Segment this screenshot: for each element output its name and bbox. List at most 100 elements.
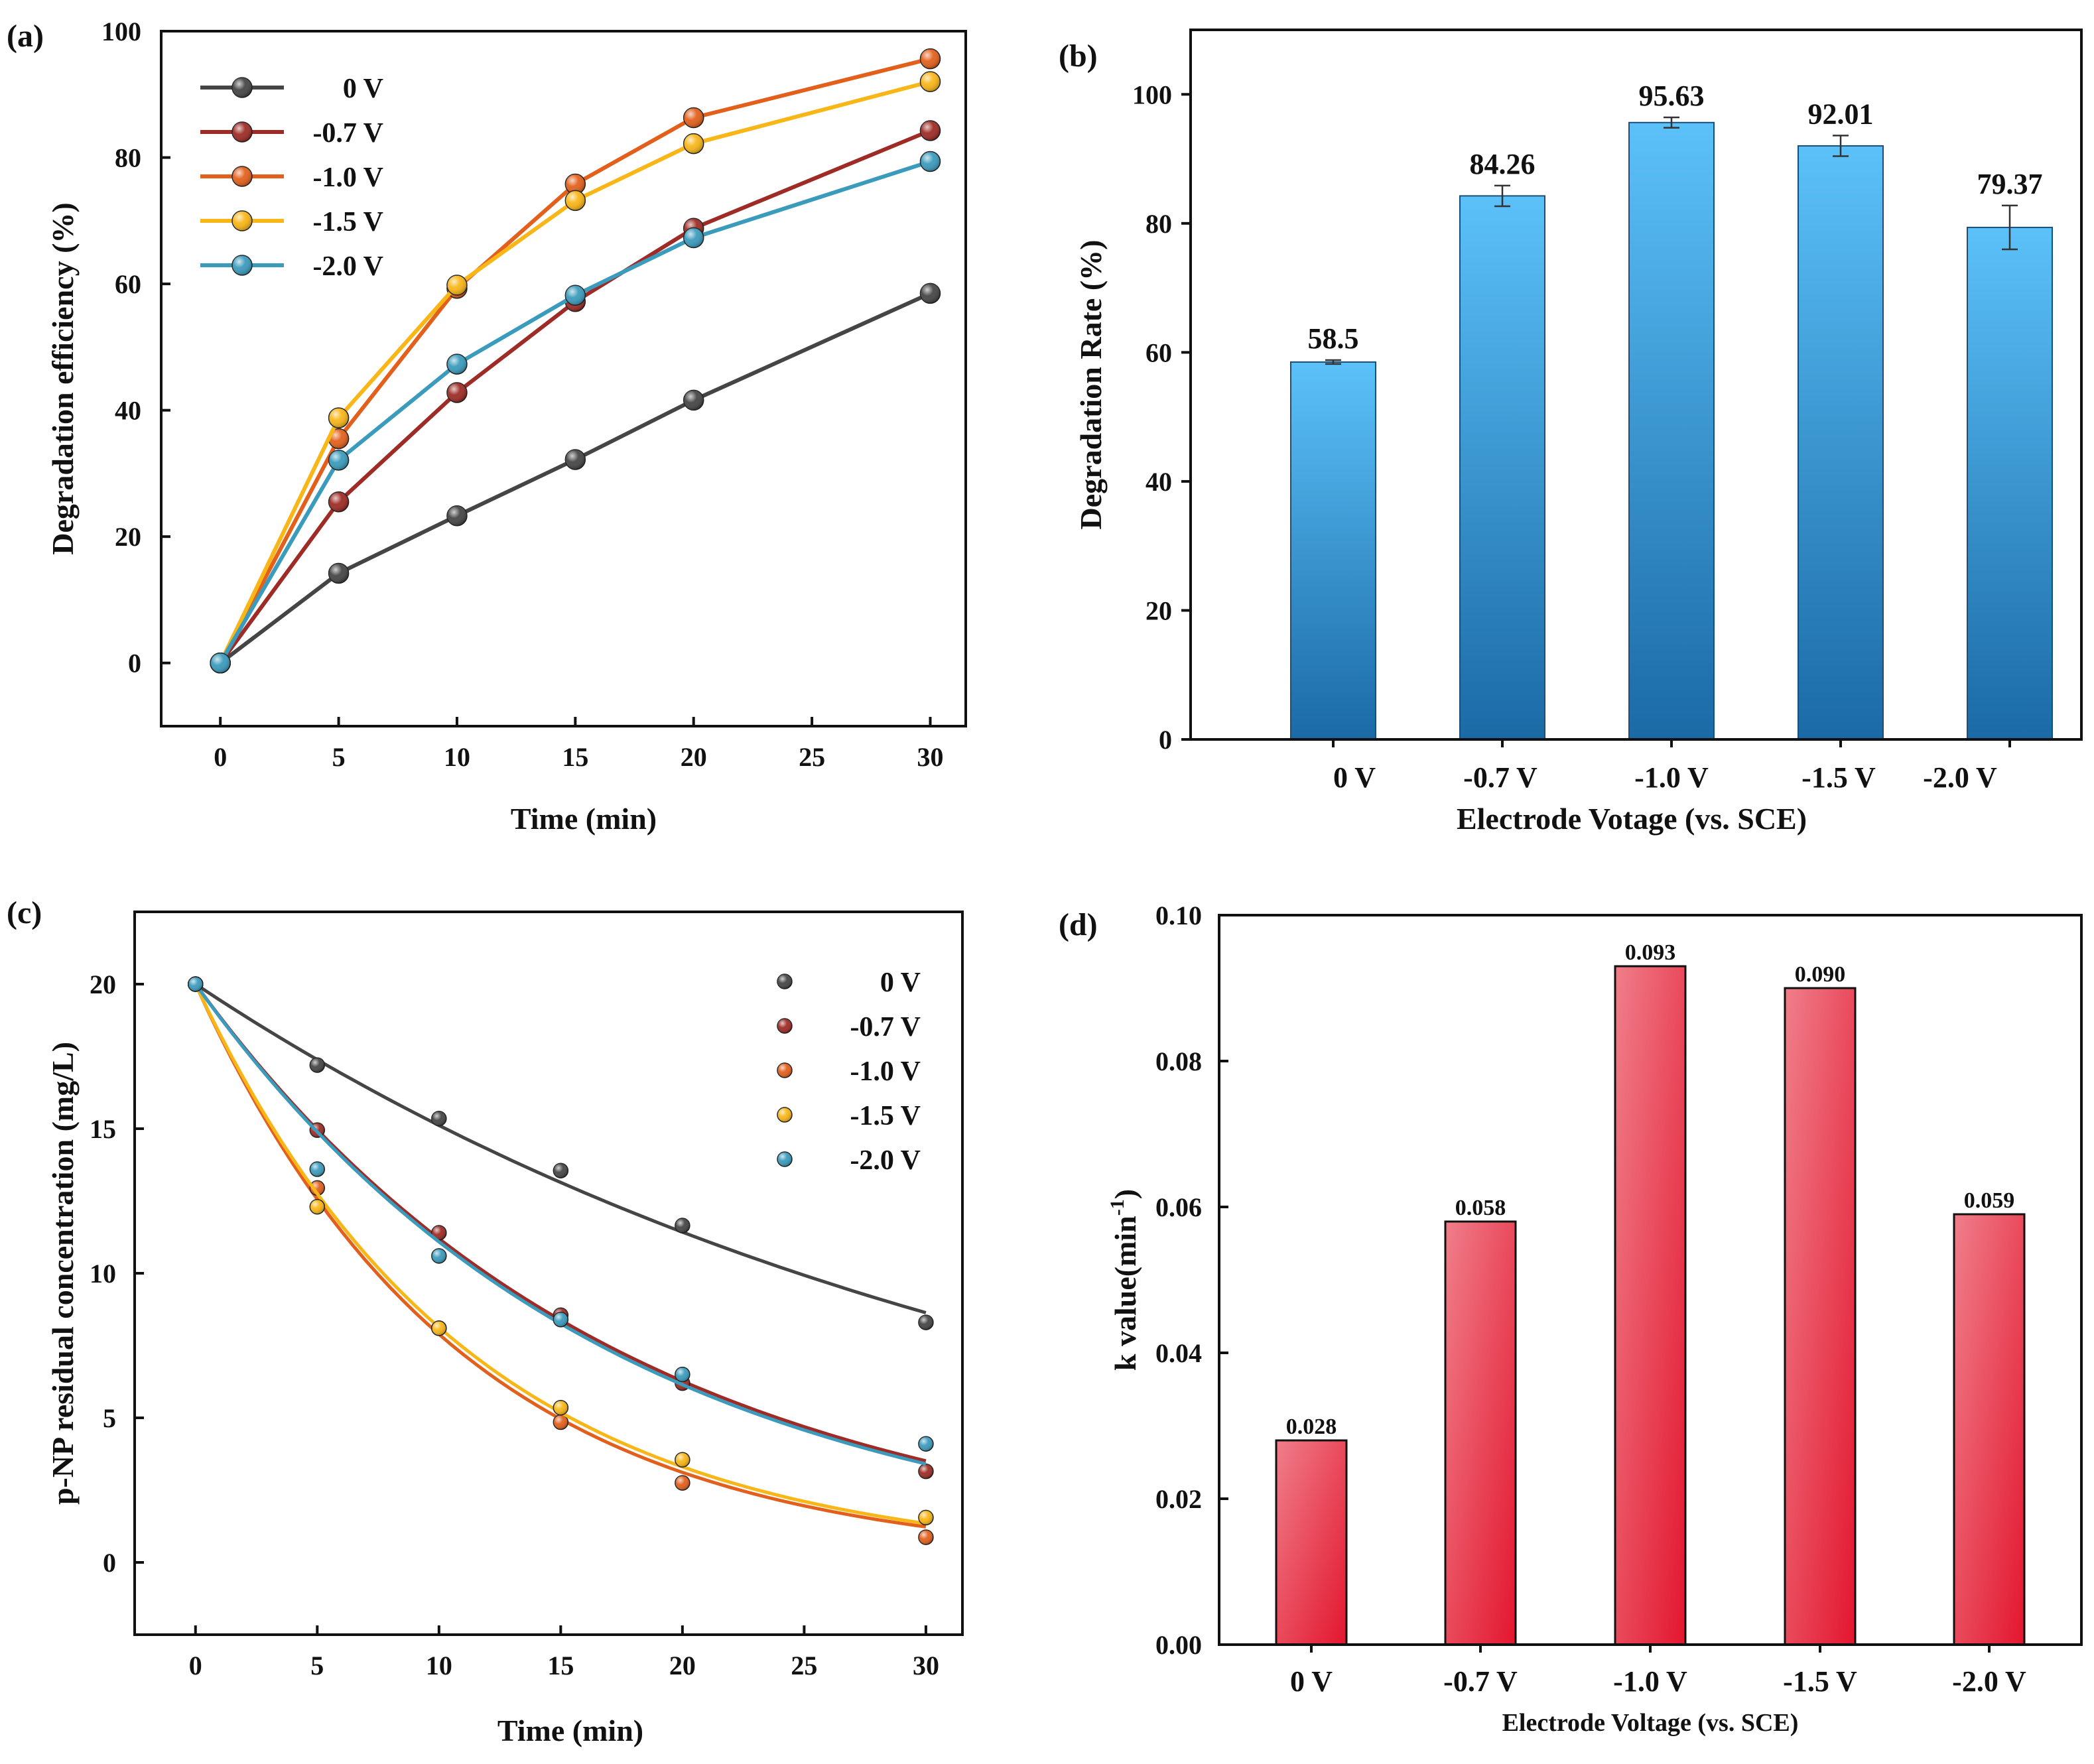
x-tick-label: -2.0 V [1923,761,1997,794]
bar [1784,987,1857,1646]
panel-a-xlabel: Time (min) [511,802,657,836]
data-point [919,48,941,70]
fit-curve [194,982,927,1314]
data-point [683,227,704,249]
panel-a-y-ticks: 0 20 40 60 80 100 [101,17,170,678]
legend-label: -2.0 V [850,1145,921,1176]
bar-value-label: 84.26 [1470,148,1536,180]
x-tick-label: 10 [426,1651,452,1680]
bar [1628,121,1715,741]
data-point [683,107,704,129]
data-point [918,1529,934,1545]
data-point [446,275,468,296]
legend-label: -0.7 V [850,1012,921,1042]
y-tick-label: 5 [103,1403,116,1433]
data-point [675,1366,690,1383]
series-line [218,159,931,664]
data-point [918,1314,934,1330]
bar--1.0 V: 0.093 [1614,940,1687,1646]
bar--0.7 V: 84.26 [1459,148,1545,740]
panel-c-x-ticks: 0 5 10 15 20 25 30 [189,1625,939,1680]
x-tick-label: 0 V [1333,761,1376,794]
data-point [431,1248,447,1264]
x-tick-label: -1.0 V [1634,761,1709,794]
panel-d-bars: 0.028 0.058 0.093 0.090 0.059 [1275,940,2026,1646]
x-tick-label: 10 [444,742,470,772]
x-tick-label: -1.0 V [1613,1665,1687,1698]
bar-value-label: 0.090 [1795,962,1846,987]
bar-value-label: 0.059 [1964,1188,2015,1213]
panel-c: (c) 0 5 10 15 20 25 30 0 5 10 15 20 0 V -0.7 V -1.0 … [7,895,964,1747]
data-point [919,71,941,92]
y-tick-label: 0.10 [1155,901,1202,930]
series-line [218,129,931,664]
y-tick-label: 20 [115,522,141,552]
x-tick-label: 20 [669,1651,696,1680]
data-point [553,1312,569,1328]
data-point [309,1057,326,1073]
panel-a-series [210,48,941,674]
x-tick-label: 30 [913,1651,939,1680]
panel-b-x-ticks: 0 V -0.7 V -1.0 V -1.5 V -2.0 V [1332,739,2011,794]
legend-label: -1.5 V [850,1101,921,1131]
bar-value-label: 95.63 [1639,80,1705,112]
bar [1459,195,1545,740]
panel-c-series [188,976,934,1545]
x-tick-label: -0.7 V [1443,1665,1518,1698]
x-tick-label: 20 [681,742,707,772]
bar [1953,1213,2026,1646]
data-point [328,450,350,471]
fit-curve [194,983,927,1529]
data-point [328,407,350,428]
series--2.0 V [210,151,941,674]
legend-label: -2.0 V [312,251,383,282]
legend-item: -1.0 V [777,1056,921,1087]
x-tick-label: 30 [917,742,943,772]
y-tick-label: 0.00 [1155,1630,1202,1660]
y-tick-label: 15 [90,1114,116,1144]
legend-marker [231,210,253,231]
panel-d-y-ticks: 0.00 0.02 0.04 0.06 0.08 0.10 [1155,901,1228,1660]
series-line [218,80,931,664]
bar-value-label: 92.01 [1808,97,1874,130]
panel-b-y-ticks: 0 20 40 60 80 100 [1132,80,1191,755]
legend-item: -0.7 V [200,118,383,149]
legend-marker [777,1018,793,1034]
y-tick-label: 0.02 [1155,1484,1202,1514]
panel-a-letter: (a) [7,19,44,54]
legend-item: -0.7 V [777,1012,921,1042]
panel-d-ylabel: k value(min-1) [1106,1189,1142,1371]
x-tick-label: 5 [310,1651,324,1680]
y-tick-label: 0.06 [1155,1192,1202,1222]
data-point [675,1452,690,1468]
bar-0 V: 58.5 [1290,322,1376,740]
data-point [309,1180,326,1196]
legend-marker [231,77,253,98]
legend-marker [231,121,253,143]
legend-label: -1.0 V [850,1056,921,1087]
data-point [328,428,350,450]
y-tick-label: 80 [1145,209,1172,239]
panel-b-ylabel: Degradation Rate (%) [1074,240,1108,530]
panel-c-letter: (c) [7,895,42,930]
x-tick-label: 0 [189,1651,202,1680]
data-point [683,389,704,411]
panel-a-x-ticks: 0 5 10 15 20 25 30 [214,717,943,772]
legend-marker [777,1151,793,1167]
data-point [431,1110,447,1127]
panel-a-legend: 0 V -0.7 V -1.0 V -1.5 V -2.0 V [200,74,383,282]
legend-label: -0.7 V [312,118,383,149]
panel-c-frame [133,911,964,1636]
data-point [553,1399,569,1416]
data-point [309,1161,326,1177]
x-tick-label: 5 [332,742,346,772]
legend-item: -2.0 V [200,251,383,282]
y-tick-label: 40 [1145,467,1172,497]
data-point [919,151,941,172]
legend-marker [777,1107,793,1123]
bar [1444,1220,1517,1646]
panel-c-ylabel: p-NP residual concentration (mg/L) [46,1042,80,1505]
data-point [431,1225,447,1241]
panel-c-xlabel: Time (min) [497,1714,643,1747]
